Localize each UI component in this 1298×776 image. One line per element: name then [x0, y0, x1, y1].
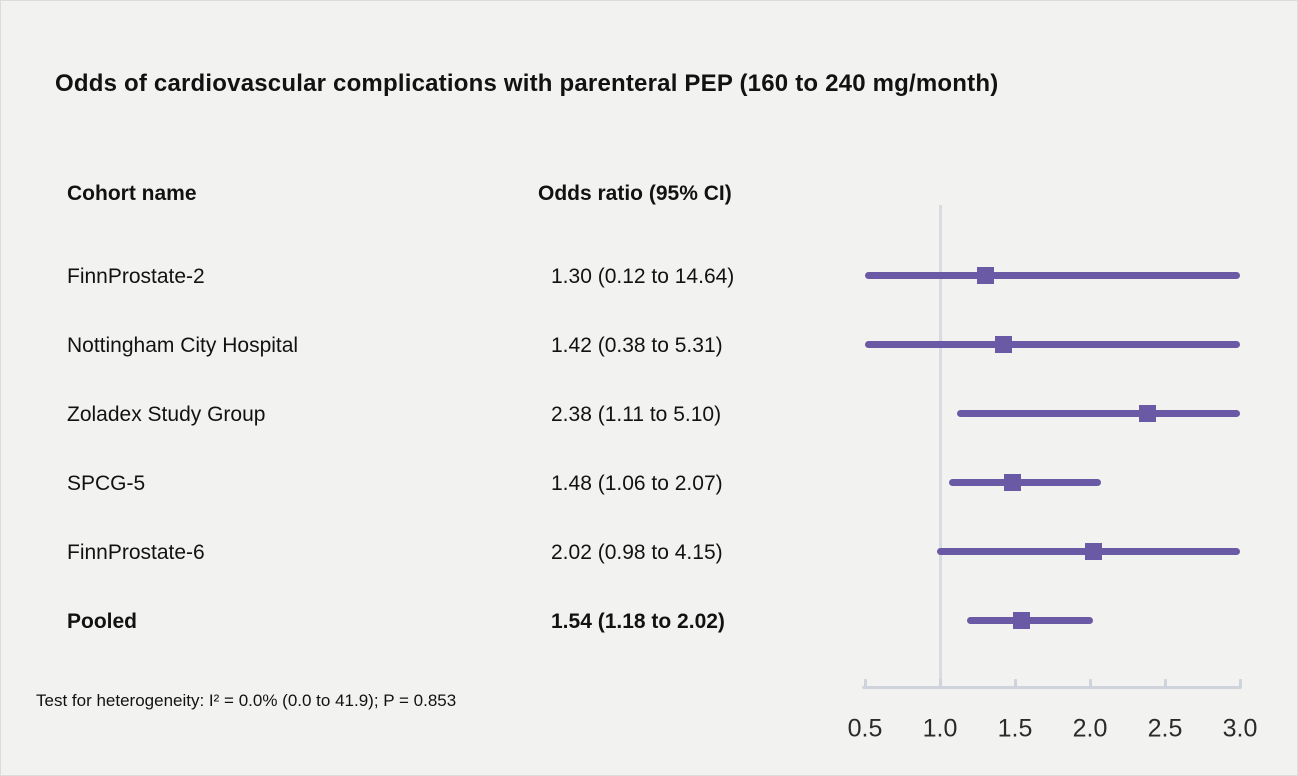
- cohort-name-label: FinnProstate-2: [67, 265, 205, 288]
- cohort-name-label: Pooled: [67, 610, 138, 633]
- x-axis-tick: [863, 679, 867, 688]
- odds-ratio-value: 1.48 (1.06 to 2.07): [551, 472, 723, 495]
- x-tick-label: 1.5: [997, 714, 1033, 743]
- x-tick-label: 2.5: [1147, 714, 1183, 743]
- column-header-odds-ratio: Odds ratio (95% CI): [538, 182, 732, 205]
- odds-ratio-value: 1.54 (1.18 to 2.02): [551, 610, 725, 633]
- x-tick-label: 0.5: [847, 714, 883, 743]
- cohort-name-label: Nottingham City Hospital: [67, 334, 299, 357]
- column-header-cohort: Cohort name: [67, 182, 197, 205]
- point-estimate-marker: [1003, 473, 1021, 491]
- heterogeneity-footnote: Test for heterogeneity: I² = 0.0% (0.0 t…: [36, 691, 457, 710]
- x-axis-tick: [1088, 679, 1092, 688]
- x-axis-tick: [938, 679, 942, 688]
- point-estimate-marker: [976, 266, 994, 284]
- cohort-name-label: FinnProstate-6: [67, 541, 205, 564]
- ci-line: [865, 340, 1240, 348]
- cohort-name-label: Zoladex Study Group: [67, 403, 266, 426]
- x-tick-label: 2.0: [1072, 714, 1108, 743]
- point-estimate-marker: [1012, 611, 1030, 629]
- x-axis-tick: [1163, 679, 1167, 688]
- x-axis-tick: [1238, 679, 1242, 688]
- ci-line: [967, 616, 1093, 624]
- reference-line: [938, 205, 942, 688]
- point-estimate-marker: [1138, 404, 1156, 422]
- chart-title: Odds of cardiovascular complications wit…: [55, 70, 999, 97]
- x-tick-label: 1.0: [922, 714, 958, 743]
- ci-line: [956, 409, 1240, 417]
- odds-ratio-value: 1.30 (0.12 to 14.64): [551, 265, 735, 288]
- point-estimate-marker: [1084, 542, 1102, 560]
- odds-ratio-value: 2.38 (1.11 to 5.10): [551, 403, 722, 426]
- cohort-name-label: SPCG-5: [67, 472, 146, 495]
- x-tick-label: 3.0: [1222, 714, 1258, 743]
- ci-line: [865, 271, 1240, 279]
- point-estimate-marker: [994, 335, 1012, 353]
- odds-ratio-value: 2.02 (0.98 to 4.15): [551, 541, 723, 564]
- ci-line: [949, 478, 1101, 486]
- x-axis-tick: [1013, 679, 1017, 688]
- odds-ratio-value: 1.42 (0.38 to 5.31): [551, 334, 723, 357]
- x-axis-line: [862, 686, 1242, 689]
